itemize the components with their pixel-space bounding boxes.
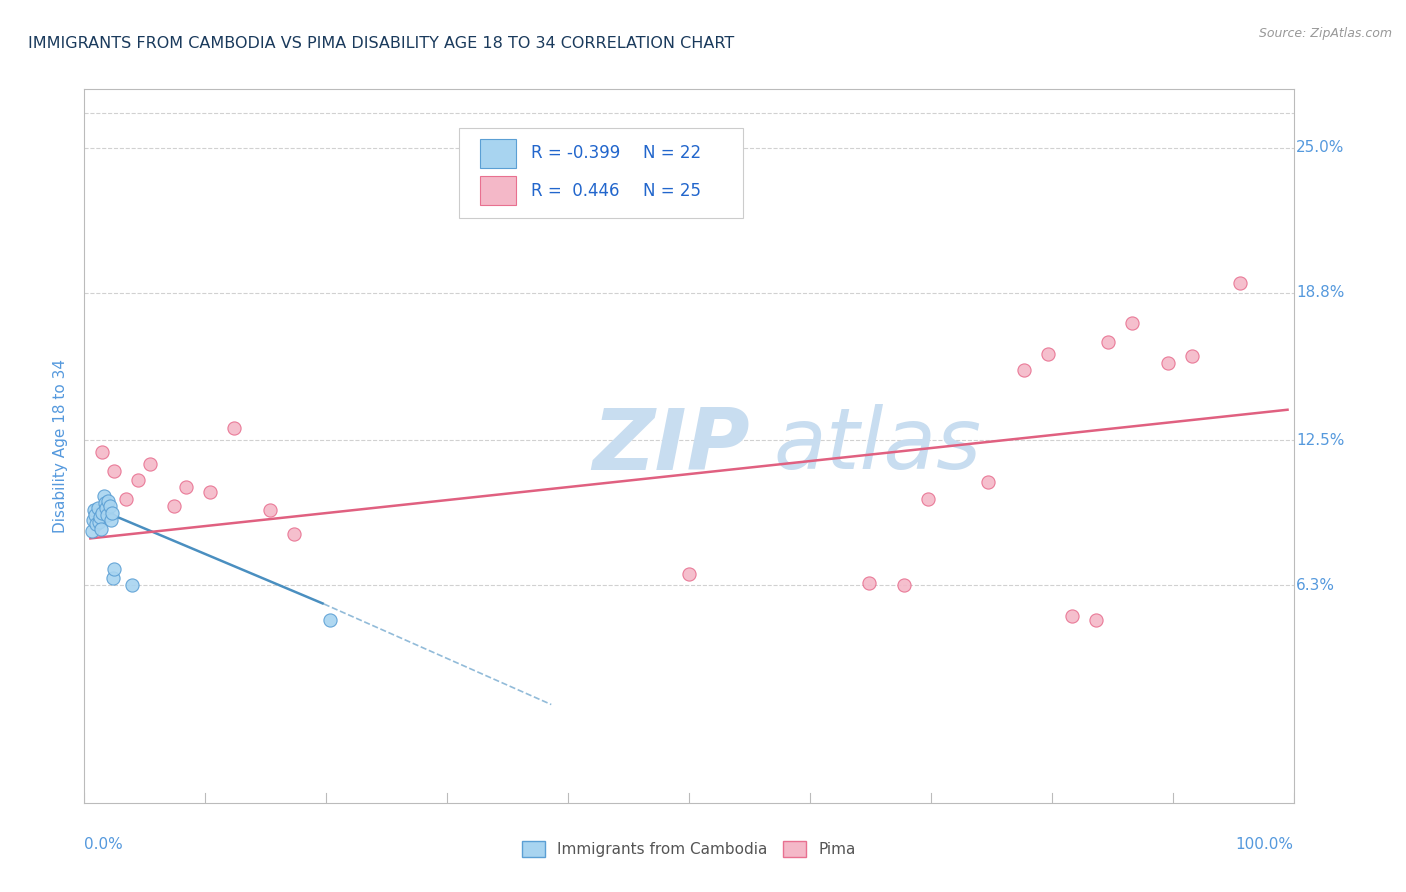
Point: [917, 491, 939, 506]
Point: [1012, 363, 1035, 377]
Point: [103, 562, 125, 576]
Point: [893, 578, 915, 592]
Point: [94, 501, 117, 516]
Point: [1121, 316, 1143, 330]
Point: [91, 506, 114, 520]
Point: [174, 480, 197, 494]
Point: [96, 508, 118, 522]
Point: [1157, 356, 1180, 370]
Text: R =  0.446: R = 0.446: [530, 182, 619, 200]
FancyBboxPatch shape: [479, 177, 516, 205]
Legend: Immigrants from Cambodia, Pima: Immigrants from Cambodia, Pima: [516, 835, 862, 863]
Point: [89, 510, 111, 524]
Point: [1085, 613, 1108, 627]
Point: [98, 499, 121, 513]
Point: [222, 421, 245, 435]
Point: [101, 571, 124, 585]
Text: R = -0.399: R = -0.399: [530, 145, 620, 162]
Y-axis label: Disability Age 18 to 34: Disability Age 18 to 34: [53, 359, 69, 533]
Text: IMMIGRANTS FROM CAMBODIA VS PIMA DISABILITY AGE 18 TO 34 CORRELATION CHART: IMMIGRANTS FROM CAMBODIA VS PIMA DISABIL…: [28, 36, 734, 51]
Text: 100.0%: 100.0%: [1236, 837, 1294, 852]
Point: [121, 578, 143, 592]
Text: Source: ZipAtlas.com: Source: ZipAtlas.com: [1258, 27, 1392, 40]
Point: [319, 613, 342, 627]
Point: [86, 517, 108, 532]
Point: [678, 566, 700, 581]
Point: [101, 506, 124, 520]
Point: [90, 522, 112, 536]
Text: 6.3%: 6.3%: [1296, 578, 1334, 592]
Point: [1060, 608, 1083, 623]
FancyBboxPatch shape: [479, 139, 516, 168]
Point: [83, 503, 105, 517]
Point: [858, 575, 880, 590]
Point: [103, 464, 125, 478]
Point: [127, 473, 149, 487]
Point: [93, 489, 115, 503]
Point: [80, 524, 103, 539]
Point: [100, 513, 122, 527]
Text: atlas: atlas: [773, 404, 981, 488]
Text: ZIP: ZIP: [592, 404, 749, 488]
Point: [283, 526, 305, 541]
Text: 12.5%: 12.5%: [1296, 433, 1344, 448]
Text: N = 22: N = 22: [643, 145, 702, 162]
Point: [163, 499, 186, 513]
Point: [86, 501, 108, 516]
Text: 0.0%: 0.0%: [84, 837, 124, 852]
Point: [1181, 349, 1204, 363]
Point: [1097, 334, 1119, 349]
Point: [82, 513, 104, 527]
Point: [977, 475, 1000, 490]
Point: [259, 503, 281, 517]
Text: 25.0%: 25.0%: [1296, 140, 1344, 155]
Point: [91, 445, 114, 459]
Text: 18.8%: 18.8%: [1296, 285, 1344, 301]
Point: [115, 491, 138, 506]
Point: [139, 457, 162, 471]
Point: [1036, 346, 1059, 360]
Point: [93, 496, 115, 510]
Point: [87, 515, 110, 529]
FancyBboxPatch shape: [460, 128, 744, 218]
Point: [1229, 277, 1251, 291]
Point: [84, 508, 107, 522]
Point: [198, 484, 221, 499]
Text: N = 25: N = 25: [643, 182, 702, 200]
Point: [97, 494, 120, 508]
